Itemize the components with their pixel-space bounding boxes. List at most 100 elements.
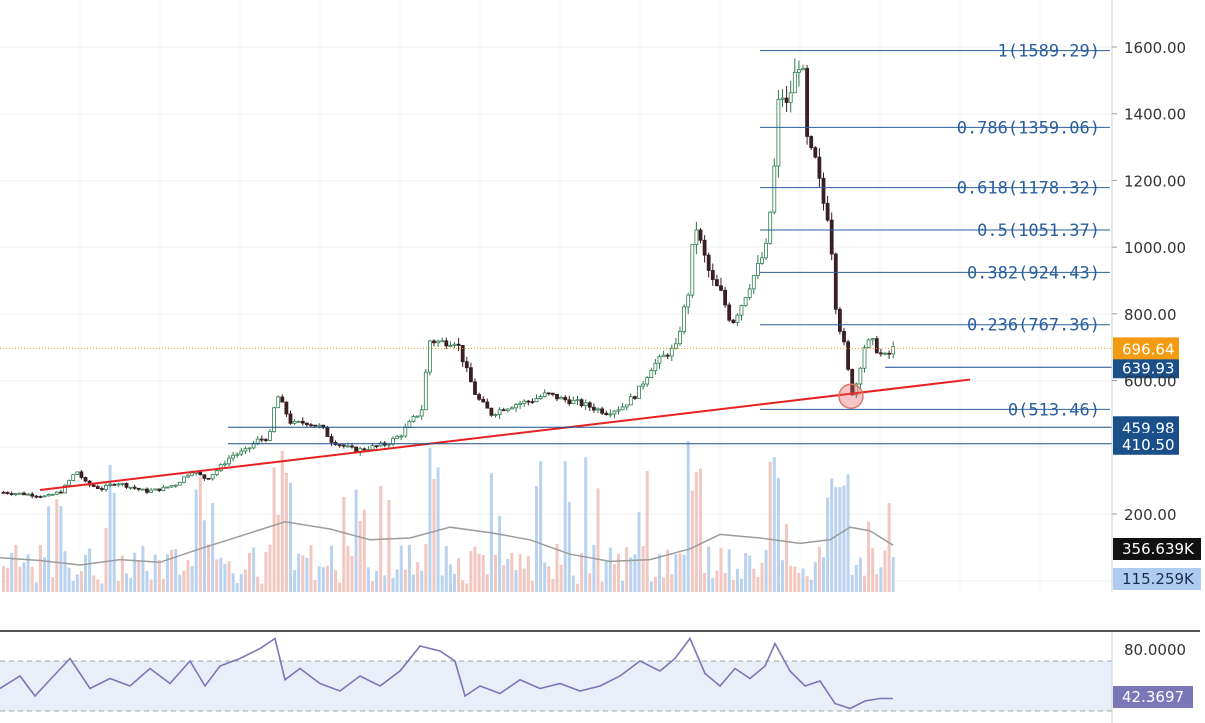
candle-body	[792, 71, 797, 94]
candle-body	[862, 347, 867, 369]
candle-body	[522, 400, 527, 404]
volume-bar	[67, 567, 71, 592]
volume-bar	[71, 581, 75, 592]
candle-body	[715, 279, 719, 287]
volume-bar	[420, 570, 424, 592]
candle-body	[231, 454, 236, 459]
volume-bar	[453, 573, 456, 592]
candle-body	[79, 471, 84, 478]
volume-bar	[744, 553, 748, 592]
volume-bar	[395, 569, 399, 592]
volume-bar	[653, 576, 657, 592]
price-axis[interactable]: 1600.00 1400.00 1200.00 1000.00 800.00 600.00…	[1111, 0, 1201, 592]
volume-bar	[551, 579, 555, 592]
volume-bar	[264, 551, 268, 592]
volume-bar	[30, 566, 34, 592]
candle-body	[17, 492, 22, 495]
candle-body	[575, 399, 580, 402]
candle-body	[71, 474, 76, 481]
fibonacci-retracement[interactable]: 1(1589.29) 0.786(1359.06) 0.618(1178.32) 0.…	[760, 42, 1110, 421]
candle-body	[887, 352, 891, 355]
volume-bar	[207, 544, 210, 592]
volume-bar	[276, 514, 280, 592]
volume-bar	[555, 544, 559, 592]
candle-body	[674, 343, 678, 349]
volume-bar	[334, 570, 338, 592]
candle-body	[739, 304, 744, 316]
volume-bar	[354, 489, 358, 592]
volume-ma-tag	[1113, 538, 1201, 560]
volume-bar	[891, 557, 895, 592]
volume-bar	[100, 583, 104, 592]
last-price-line: 696.64	[0, 337, 1179, 360]
volume-bar	[88, 548, 92, 592]
volume-bar	[371, 581, 374, 592]
candle-body	[259, 438, 264, 441]
candle-body	[838, 308, 842, 332]
candle-body	[743, 297, 748, 306]
candle-body	[788, 92, 793, 103]
volume-bar	[678, 553, 682, 592]
volume-bar	[317, 566, 321, 592]
volume-bar	[153, 554, 157, 592]
support-trendline[interactable]	[39, 378, 971, 491]
volume-bar	[838, 487, 842, 592]
candle-body	[530, 401, 535, 403]
candle-body	[493, 414, 498, 416]
volume-bar	[506, 558, 510, 592]
candle-body	[866, 339, 871, 348]
volume-bar	[641, 546, 645, 592]
candle-body	[444, 340, 449, 347]
volume-bar	[51, 577, 55, 592]
volume-bar	[350, 555, 354, 592]
candle-body	[161, 486, 166, 492]
candle-body	[846, 341, 850, 370]
volume-bar	[416, 562, 420, 592]
volume-bar	[600, 581, 604, 592]
candle-body	[809, 136, 814, 149]
candle-body	[829, 219, 834, 255]
volume-bar	[805, 576, 809, 592]
candle-body	[797, 69, 801, 73]
rsi-pane[interactable]: 80.0000 42.3697	[0, 630, 1200, 723]
candle-body	[132, 486, 137, 489]
volume-bar	[141, 545, 145, 592]
fib-level-label: 0.236(767.36)	[967, 316, 1100, 336]
candle-body	[608, 413, 613, 416]
candle-body	[272, 407, 277, 433]
axis-tick-label: 1200.00	[1124, 172, 1186, 190]
axis-tick-label: 200.00	[1124, 506, 1177, 524]
candle-body	[145, 488, 149, 493]
candle-body	[63, 484, 67, 494]
volume-label: 115.259K	[1122, 570, 1195, 588]
candle-body	[567, 399, 572, 405]
candle-body	[255, 438, 260, 444]
volume-bar	[129, 578, 133, 592]
axis-tick-label: 1000.00	[1124, 239, 1186, 257]
candle-body	[432, 340, 436, 344]
volume-bar	[280, 450, 284, 592]
candle-body	[46, 494, 51, 497]
candle-body	[235, 453, 240, 456]
axis-tick-label: 800.00	[1124, 306, 1177, 324]
volume-bar	[502, 565, 506, 592]
volume-bar	[391, 577, 395, 592]
volume-bar	[592, 544, 596, 592]
volume-bar	[883, 550, 887, 592]
candle-body	[427, 340, 432, 373]
candle-body	[345, 445, 350, 448]
candle-body	[83, 477, 88, 482]
candle-body	[891, 346, 896, 355]
candle-body	[497, 409, 502, 415]
candle-body	[669, 347, 674, 357]
candle-body	[624, 404, 629, 408]
volume-bar	[145, 571, 149, 592]
candle-body	[637, 385, 641, 399]
candle-body	[604, 412, 609, 415]
volume-bar	[166, 554, 169, 592]
candle-body	[805, 68, 809, 137]
candle-body	[112, 483, 117, 486]
candle-body	[440, 340, 445, 343]
